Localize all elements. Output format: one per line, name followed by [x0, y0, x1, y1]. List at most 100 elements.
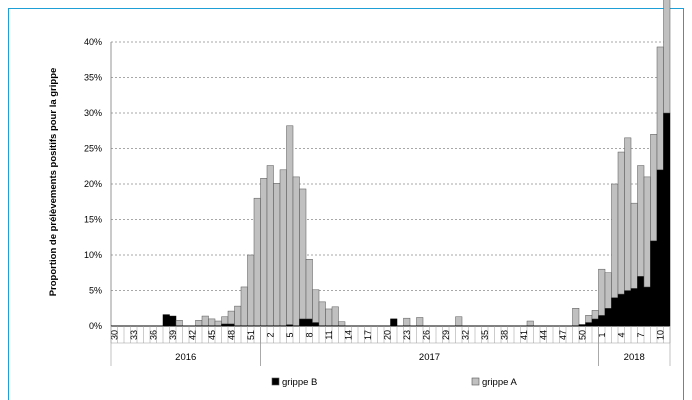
x-tick-label: 41	[519, 330, 529, 340]
bar-grippe-a	[175, 320, 183, 327]
x-tick-label: 11	[324, 330, 334, 339]
bar-grippe-b	[617, 293, 625, 327]
bar-grippe-a	[240, 286, 248, 327]
bar-grippe-b	[624, 290, 632, 327]
bar-grippe-a	[591, 310, 599, 320]
x-tick-label: 10	[655, 330, 665, 340]
x-tick-label: 45	[207, 330, 217, 340]
y-tick-label: 15%	[84, 215, 102, 225]
x-tick-label: 44	[538, 330, 548, 340]
x-tick-label: 50	[577, 330, 587, 340]
bar-grippe-a	[656, 46, 664, 171]
legend-swatch	[271, 377, 280, 386]
bar-grippe-b	[299, 318, 307, 327]
x-axis: 30 33 36 39 42 45 48 51 2 5 8 11 14 17 20 23 26 29 32 35 38 4…	[109, 325, 671, 366]
x-tick-label: 32	[460, 330, 470, 340]
x-tick-label: 51	[246, 330, 256, 340]
y-tick-label: 40%	[84, 37, 102, 47]
bar-grippe-b	[591, 318, 599, 327]
bar-grippe-a	[643, 176, 651, 288]
bar-grippe-b	[598, 315, 606, 327]
bar-grippe-a	[292, 176, 300, 327]
chart-frame	[8, 8, 684, 400]
bar-grippe-a	[598, 268, 606, 316]
bar-grippe-a	[325, 308, 333, 327]
year-label: 2017	[419, 352, 440, 363]
x-tick-label: 35	[480, 330, 490, 340]
legend: grippe B grippe A	[271, 377, 518, 388]
bar-grippe-a	[266, 165, 274, 327]
bar-grippe-b	[169, 315, 177, 327]
bar-grippe-b	[162, 314, 170, 327]
year-label: 2018	[624, 352, 645, 363]
x-tick-label: 17	[363, 330, 373, 340]
bar-grippe-a	[260, 178, 268, 327]
x-tick-label: 30	[109, 330, 119, 340]
bar-grippe-b	[585, 322, 593, 327]
bar-grippe-a	[227, 310, 235, 325]
x-tick-label: 8	[304, 332, 314, 337]
x-tick-label: 1	[597, 332, 607, 337]
bar-grippe-a	[338, 321, 346, 327]
bar-grippe-a	[253, 197, 261, 327]
x-tick-label: 48	[226, 330, 236, 340]
y-axis-label: Proportion de prélèvements positifs pour…	[48, 68, 59, 297]
y-tick-label: 30%	[84, 108, 102, 118]
bar-grippe-a	[604, 272, 612, 309]
x-tick-label: 38	[499, 330, 509, 340]
bar-grippe-a	[279, 169, 287, 327]
x-tick-label: 36	[148, 330, 158, 340]
y-tick-label: 25%	[84, 144, 102, 154]
x-tick-label: 47	[558, 330, 568, 340]
year-label: 2016	[175, 352, 196, 363]
legend-swatch	[471, 377, 480, 386]
y-tick-label: 35%	[84, 73, 102, 83]
x-tick-label: 14	[343, 330, 353, 340]
bar-grippe-b	[643, 286, 651, 327]
bar-grippe-a	[650, 134, 658, 242]
bar-grippe-a	[637, 165, 645, 277]
x-tick-label: 39	[168, 330, 178, 340]
x-tick-label: 5	[285, 332, 295, 337]
bar-grippe-a	[455, 316, 463, 327]
x-tick-label: 2	[265, 332, 275, 337]
legend-label: grippe A	[482, 377, 518, 388]
bar-grippe-a	[214, 320, 222, 327]
y-tick-label: 5%	[89, 286, 102, 296]
bar-grippe-b	[663, 112, 671, 327]
bar-grippe-b	[630, 288, 638, 327]
bar-grippe-a	[273, 183, 281, 327]
bar-grippe-b	[390, 318, 398, 327]
x-tick-label: 29	[441, 330, 451, 340]
bar-grippe-b	[611, 297, 619, 327]
bar-grippe-a	[286, 125, 294, 325]
x-tick-label: 42	[187, 330, 197, 340]
y-tick-label: 10%	[84, 250, 102, 260]
bar-grippe-a	[299, 188, 307, 320]
bar-grippe-a	[416, 317, 424, 327]
x-tick-label: 20	[382, 330, 392, 340]
y-tick-label: 0%	[89, 321, 102, 331]
bar-grippe-a	[312, 289, 320, 323]
bar-grippe-a	[526, 320, 534, 327]
gridlines	[111, 41, 670, 291]
bar-grippe-b	[305, 318, 313, 327]
bar-grippe-b	[312, 322, 320, 327]
bar-grippe-a	[617, 151, 625, 295]
bar-grippe-a	[221, 316, 229, 325]
bar-grippe-b	[637, 276, 645, 327]
legend-label: grippe B	[282, 377, 317, 388]
bar-grippe-a	[195, 320, 203, 327]
bar-grippe-a	[403, 317, 411, 327]
bar-grippe-b	[604, 308, 612, 327]
bar-grippe-a	[624, 137, 632, 291]
bar-grippe-a	[234, 305, 242, 327]
y-tick-label: 20%	[84, 179, 102, 189]
bar-grippe-a	[630, 202, 638, 289]
bar-grippe-a	[663, 0, 671, 114]
bar-grippe-a	[318, 301, 326, 327]
bar-grippe-a	[247, 254, 255, 327]
bar-grippe-a	[305, 259, 313, 320]
x-tick-label: 7	[636, 332, 646, 337]
x-tick-label: 4	[616, 332, 626, 337]
